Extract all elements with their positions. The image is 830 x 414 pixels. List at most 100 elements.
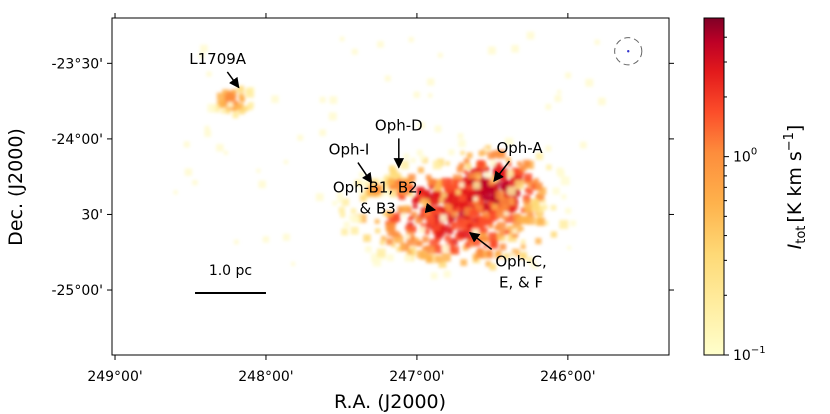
- emission-pixel: [442, 252, 451, 262]
- emission-pixel: [401, 179, 409, 186]
- emission-pixel: [407, 174, 416, 182]
- emission-pixel: [516, 216, 524, 223]
- emission-pixel: [521, 207, 527, 214]
- colorbar-tick-label: 100: [733, 147, 757, 166]
- annotation-line: L1709A: [189, 50, 247, 68]
- intensity-map: [173, 31, 606, 280]
- emission-pixel: [499, 243, 507, 251]
- emission-pixel: [389, 168, 398, 177]
- emission-pixel: [384, 75, 391, 82]
- emission-pixel: [198, 52, 205, 59]
- emission-pixel: [398, 205, 406, 214]
- emission-pixel: [520, 244, 526, 250]
- emission-pixel: [488, 232, 497, 241]
- emission-pixel: [483, 202, 491, 210]
- colorbar-tick-exponent: 0: [751, 147, 757, 158]
- emission-pixel: [365, 182, 370, 187]
- emission-pixel: [410, 225, 417, 233]
- emission-pixel: [238, 107, 246, 115]
- annotation-arrow: [493, 160, 511, 183]
- emission-pixel: [395, 172, 402, 179]
- emission-pixel: [482, 190, 491, 200]
- emission-pixel: [463, 158, 470, 164]
- emission-pixel: [489, 159, 497, 167]
- emission-pixel: [458, 194, 466, 202]
- emission-pixel: [404, 254, 412, 262]
- emission-pixel: [466, 223, 473, 230]
- emission-pixel: [490, 213, 496, 219]
- colorbar-label-sup: −1: [782, 132, 797, 151]
- emission-pixel: [506, 225, 515, 234]
- emission-pixel: [351, 215, 359, 223]
- y-axis: -23°30' -24°00' 30' -25°00': [51, 56, 674, 299]
- emission-pixel: [381, 235, 386, 241]
- emission-pixel: [557, 89, 562, 95]
- colorbar-label-sub: tot: [794, 226, 809, 244]
- emission-pixel: [389, 189, 398, 198]
- emission-pixel: [242, 105, 249, 112]
- emission-pixel: [526, 211, 534, 218]
- emission-pixel: [375, 228, 381, 234]
- emission-pixel: [435, 230, 443, 239]
- emission-pixel: [507, 197, 514, 203]
- emission-pixel: [503, 204, 510, 211]
- colorbar-tick-exponent: −1: [751, 345, 766, 356]
- emission-pixel: [262, 236, 270, 243]
- emission-pixel: [319, 96, 326, 103]
- emission-pixel: [505, 157, 511, 163]
- emission-pixel: [469, 209, 478, 219]
- emission-pixel: [512, 248, 520, 257]
- emission-pixel: [531, 203, 540, 212]
- annotation-line: Oph-B1, B2,: [333, 178, 423, 196]
- annotation-line: E, & F: [499, 273, 543, 291]
- emission-pixel: [512, 195, 517, 200]
- emission-pixel: [448, 190, 456, 198]
- emission-pixel: [388, 165, 396, 173]
- emission-pixel: [538, 187, 547, 195]
- emission-pixel: [384, 176, 389, 181]
- emission-pixel: [452, 174, 462, 184]
- emission-pixel: [426, 245, 435, 254]
- annotation-arrow: [424, 202, 437, 214]
- emission-pixel: [494, 251, 502, 259]
- emission-pixel: [297, 134, 304, 141]
- emission-pixel: [492, 169, 498, 175]
- emission-pixel: [351, 48, 358, 55]
- emission-pixel: [415, 237, 420, 242]
- emission-pixel: [445, 204, 453, 212]
- emission-pixel: [479, 186, 488, 195]
- emission-pixel: [399, 176, 404, 181]
- emission-pixel: [545, 103, 552, 110]
- emission-pixel: [432, 191, 439, 198]
- annotation-arrow: [226, 71, 240, 89]
- emission-pixel: [339, 36, 345, 42]
- emission-pixel: [523, 173, 533, 182]
- emission-pixel: [357, 214, 367, 223]
- emission-pixel: [442, 225, 451, 233]
- emission-pixel: [550, 231, 557, 238]
- emission-pixel: [357, 189, 363, 194]
- emission-pixel: [446, 178, 456, 188]
- emission-pixel: [481, 235, 489, 243]
- emission-pixel: [482, 211, 490, 219]
- colorbar-tick-base: 10: [733, 348, 751, 364]
- emission-pixel: [232, 111, 239, 118]
- emission-pixel: [434, 125, 442, 133]
- emission-pixel: [376, 248, 386, 258]
- emission-pixel: [341, 228, 349, 236]
- emission-pixel: [483, 244, 488, 249]
- emission-pixel: [511, 230, 519, 238]
- emission-pixel: [391, 231, 396, 237]
- emission-pixel: [477, 160, 485, 168]
- emission-pixel: [476, 225, 485, 233]
- emission-pixel: [420, 207, 426, 213]
- x-tick-label: 249°00': [87, 369, 142, 385]
- emission-pixel: [350, 208, 357, 214]
- emission-pixel: [329, 96, 338, 104]
- emission-pixel: [483, 186, 491, 194]
- emission-pixel: [522, 159, 531, 168]
- emission-pixel: [507, 186, 516, 196]
- x-axis: 249°00' 248°00' 247°00' 246°00': [87, 13, 596, 385]
- emission-pixel: [200, 44, 208, 53]
